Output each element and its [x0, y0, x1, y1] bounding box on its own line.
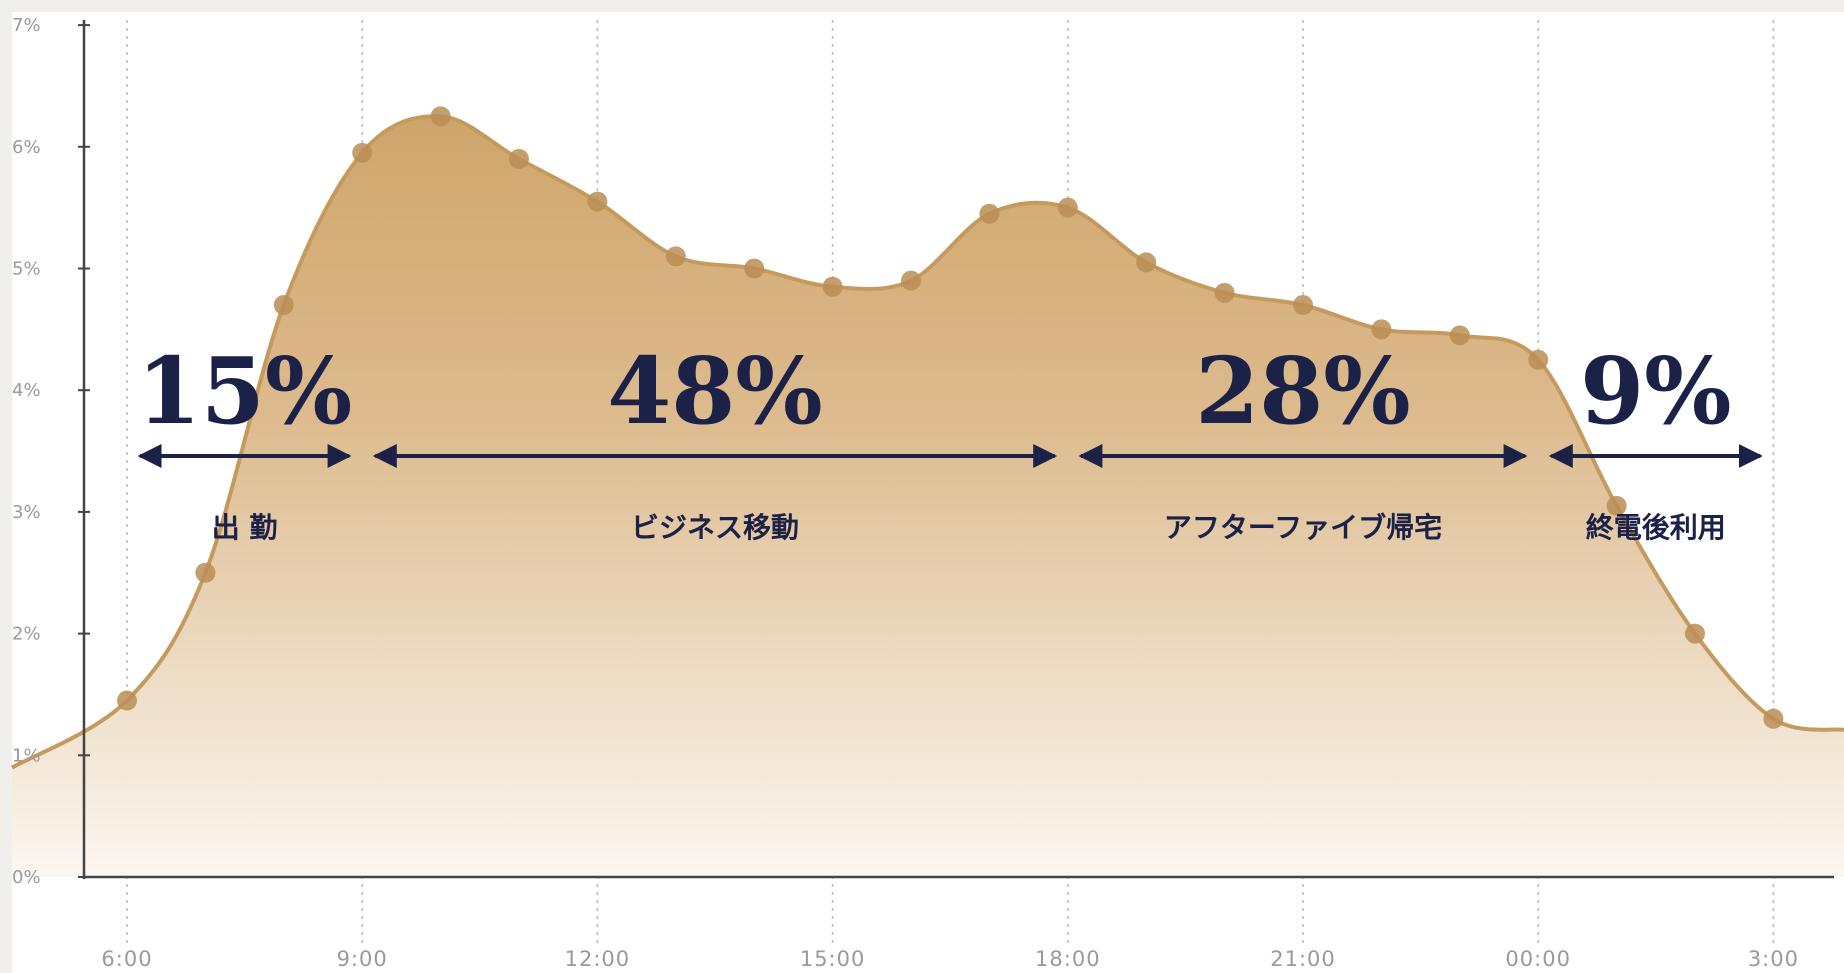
segment-label: 終電後利用 [1586, 511, 1726, 544]
x-tick-label: 6:00 [101, 947, 152, 971]
data-points [117, 106, 1784, 729]
segment-percent: 15% [137, 337, 352, 445]
data-point [1763, 708, 1784, 729]
y-tick-label: 7% [12, 15, 41, 36]
axes [78, 20, 1834, 879]
segment-percent: 28% [1195, 337, 1410, 445]
data-point [273, 295, 294, 316]
segment-label: アフターファイブ帰宅 [1164, 511, 1442, 544]
segment-2: 48% ビジネス移動 [372, 337, 1058, 544]
segment-percent: 9% [1580, 337, 1731, 445]
data-point [195, 562, 216, 583]
data-point [1293, 295, 1313, 316]
data-point [117, 690, 137, 711]
y-tick-label: 6% [12, 137, 41, 158]
data-point [1685, 623, 1705, 644]
y-tick-label: 2% [12, 624, 41, 645]
segment-label: 出 勤 [212, 511, 278, 544]
y-tick-label: 3% [12, 502, 41, 523]
data-point [744, 258, 765, 279]
segment-3: 28% アフターファイブ帰宅 [1078, 337, 1528, 544]
data-point [430, 106, 451, 127]
x-tick-label: 12:00 [565, 947, 631, 971]
data-point [665, 246, 686, 267]
x-tick-label: 3:00 [1748, 947, 1799, 971]
data-point [587, 191, 608, 212]
data-point [1057, 197, 1078, 218]
segment-1: 15% 出 勤 [137, 337, 352, 544]
data-point [822, 276, 843, 297]
area-fill [12, 116, 1844, 878]
data-point [1214, 282, 1235, 303]
x-tick-label: 15:00 [800, 947, 866, 971]
data-point [1449, 325, 1470, 346]
y-tick-label: 5% [12, 259, 41, 280]
data-point [1136, 252, 1157, 273]
x-tick-label: 21:00 [1270, 947, 1336, 971]
x-tick-labels: 6:00 9:00 12:00 15:00 18:00 21:00 00:00 3:00 [101, 947, 1799, 971]
y-tick-label: 1% [12, 745, 41, 766]
segment-percent: 48% [607, 337, 822, 445]
y-tick-label: 4% [12, 380, 41, 401]
data-point [1606, 495, 1627, 516]
data-point [901, 270, 921, 291]
y-tick-labels: 0% 1% 2% 3% 4% 5% 6% 7% [12, 15, 41, 888]
x-tick-label: 9:00 [337, 947, 388, 971]
segment-annotations: 15% 出 勤 48% ビジネス移動 28% アフターファイブ帰宅 9% 終電後利用 [137, 337, 1763, 544]
data-point [1528, 349, 1549, 370]
segment-4: 9% 終電後利用 [1548, 337, 1763, 544]
data-point [1371, 319, 1392, 340]
data-point [509, 148, 529, 169]
data-point [352, 142, 373, 163]
x-tick-label: 00:00 [1505, 947, 1571, 971]
x-tick-label: 18:00 [1035, 947, 1101, 971]
data-point [979, 203, 1000, 224]
y-tick-label: 0% [12, 867, 41, 888]
segment-label: ビジネス移動 [631, 511, 799, 544]
